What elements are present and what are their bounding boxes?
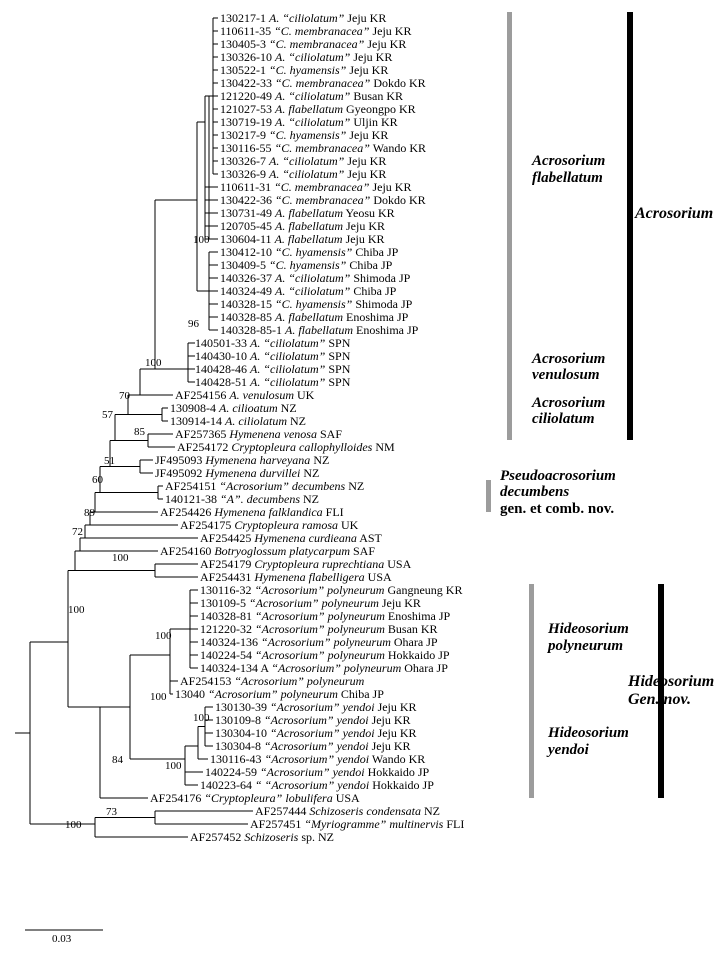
bootstrap: 100	[193, 234, 210, 246]
genus-label: Acrosorium	[635, 205, 713, 223]
clade-label: Acrosoriumflabellatum	[532, 153, 605, 186]
bootstrap: 60	[92, 474, 103, 486]
bootstrap: 72	[72, 526, 83, 538]
bootstrap: 85	[134, 426, 145, 438]
phylo-tree: 130217-1 A. “ciliolatum” Jeju KR110611-3…	[0, 0, 716, 957]
bootstrap: 96	[188, 318, 199, 330]
bootstrap: 100	[150, 691, 167, 703]
bootstrap: 51	[104, 455, 115, 467]
clade-bar	[529, 584, 534, 707]
genus-bar	[658, 584, 664, 798]
clade-label: Acrosoriumciliolatum	[532, 395, 605, 428]
clade-bar	[529, 701, 534, 798]
clade-label: Hideosoriumyendoi	[548, 725, 629, 758]
bootstrap: 100	[65, 819, 82, 831]
bootstrap: 100	[68, 604, 85, 616]
bootstrap: 89	[84, 507, 95, 519]
bootstrap: 84	[112, 754, 123, 766]
bootstrap: 100	[193, 712, 210, 724]
clade-bar	[507, 337, 512, 395]
genus-bar	[627, 12, 633, 440]
clade-bar	[507, 392, 512, 440]
bootstrap: 100	[145, 357, 162, 369]
clade-label: Acrosoriumvenulosum	[532, 351, 605, 384]
clade-bar	[486, 480, 491, 512]
genus-label: HideosoriumGen. nov.	[628, 673, 714, 708]
bootstrap: 70	[119, 390, 130, 402]
clade-label: Hideosoriumpolyneurum	[548, 621, 629, 654]
bootstrap: 57	[102, 409, 113, 421]
leaf: AF257452 Schizoseris sp. NZ	[190, 830, 334, 845]
clade-label: Pseudoacrosoriumdecumbensgen. et comb. n…	[500, 468, 616, 518]
bootstrap: 100	[155, 630, 172, 642]
clade-bar	[507, 12, 512, 343]
bootstrap: 100	[165, 760, 182, 772]
bootstrap: 100	[112, 552, 129, 564]
bootstrap: 73	[106, 806, 117, 818]
scale-label: 0.03	[52, 933, 71, 945]
